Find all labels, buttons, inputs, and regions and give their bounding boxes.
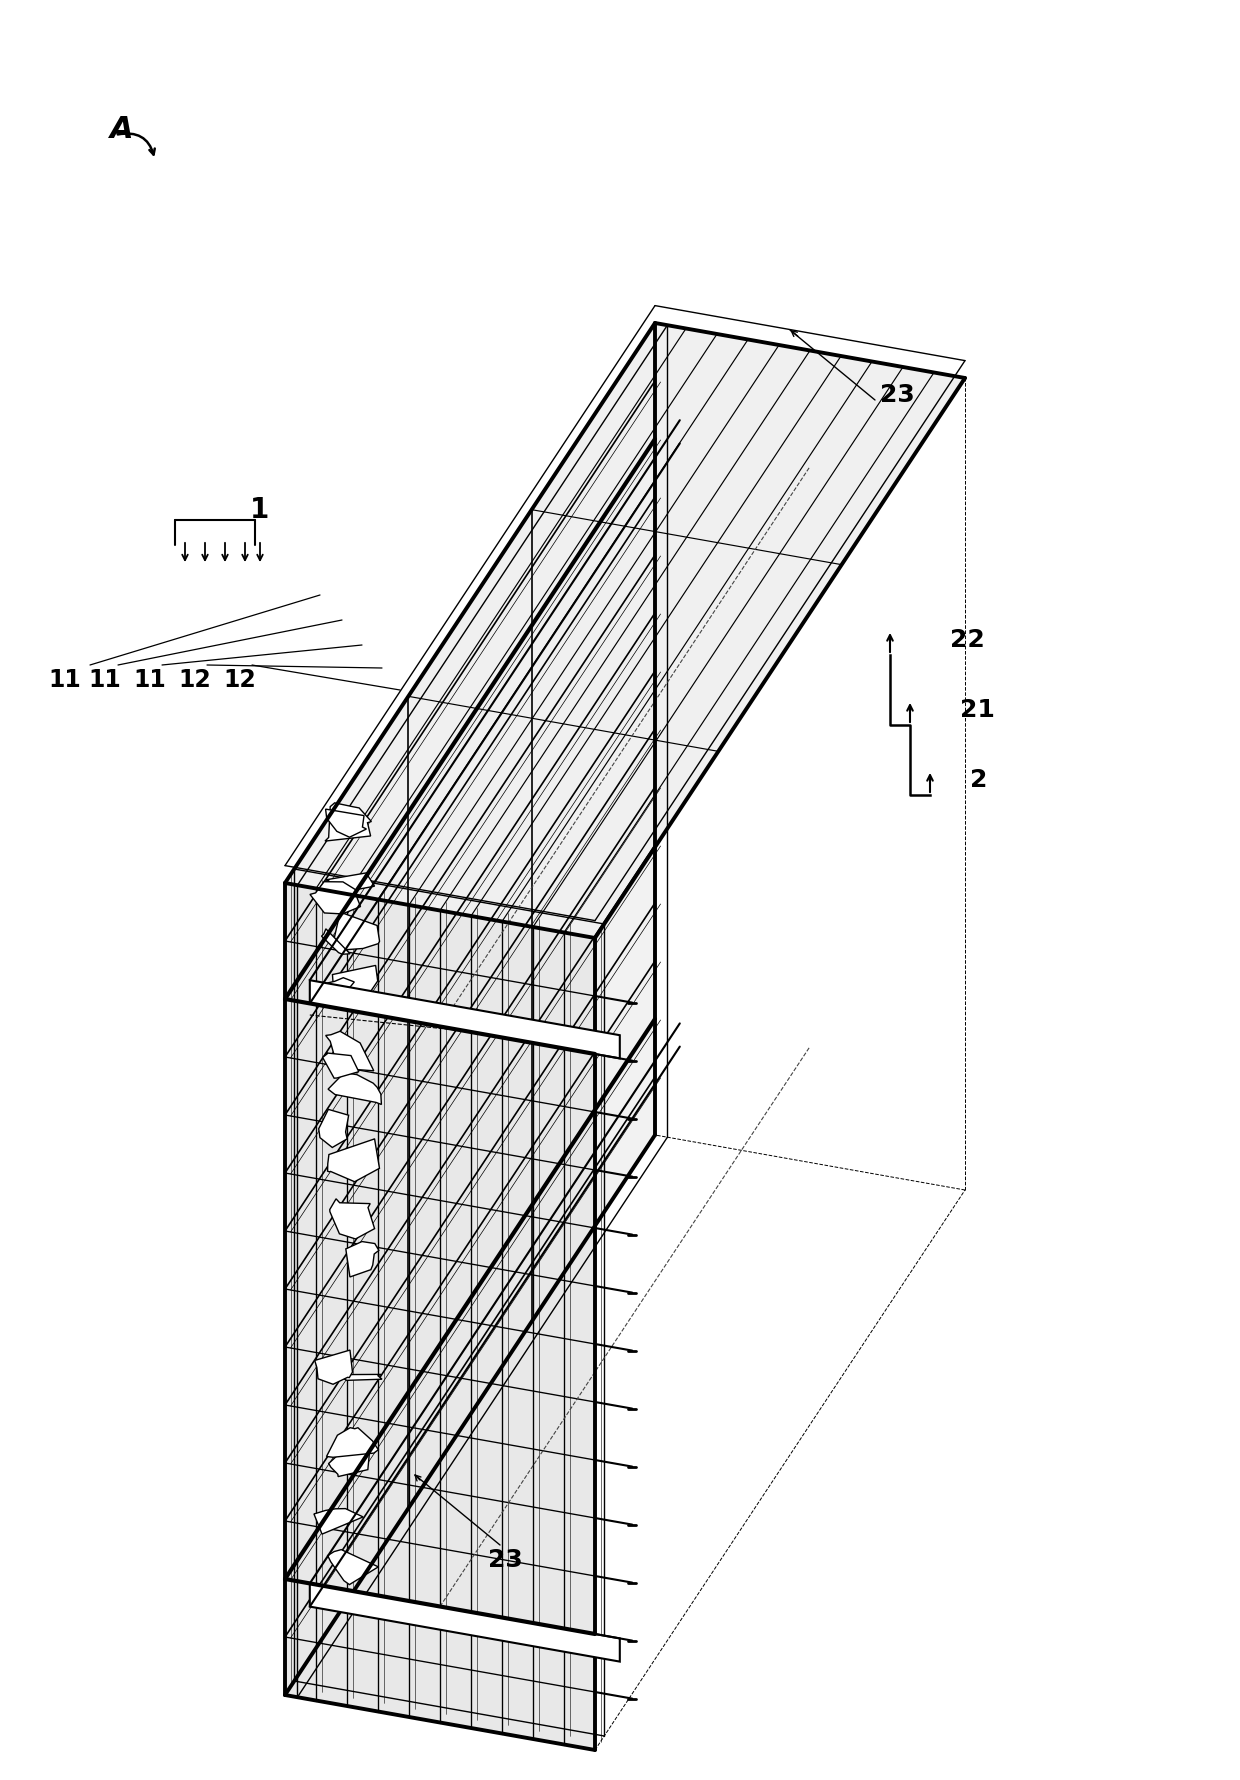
Text: 12: 12: [179, 668, 211, 692]
Text: 23: 23: [880, 383, 915, 408]
Polygon shape: [285, 883, 595, 1750]
Polygon shape: [332, 911, 379, 951]
Polygon shape: [326, 1428, 378, 1458]
Text: 11: 11: [88, 668, 122, 692]
Text: A: A: [110, 116, 134, 144]
Polygon shape: [329, 1073, 382, 1104]
Polygon shape: [325, 977, 355, 1007]
Text: 1: 1: [250, 497, 269, 523]
Polygon shape: [337, 1374, 382, 1380]
Polygon shape: [326, 810, 366, 837]
Text: 22: 22: [950, 628, 985, 651]
Polygon shape: [314, 1509, 363, 1534]
Polygon shape: [322, 1054, 358, 1079]
Polygon shape: [319, 1109, 348, 1148]
Polygon shape: [310, 881, 361, 913]
Polygon shape: [327, 1139, 379, 1182]
Text: 11: 11: [48, 668, 82, 692]
Polygon shape: [329, 1436, 370, 1477]
Polygon shape: [285, 322, 965, 938]
Polygon shape: [321, 929, 350, 954]
Text: 12: 12: [223, 668, 257, 692]
Text: 11: 11: [134, 668, 166, 692]
Polygon shape: [315, 1349, 352, 1385]
Text: 2: 2: [970, 767, 987, 792]
Polygon shape: [332, 965, 378, 1013]
Polygon shape: [330, 1198, 374, 1239]
Text: 21: 21: [960, 698, 994, 723]
Polygon shape: [310, 981, 620, 1059]
Polygon shape: [326, 1031, 373, 1072]
Polygon shape: [327, 1550, 378, 1584]
Polygon shape: [285, 322, 655, 1695]
Polygon shape: [325, 803, 372, 842]
Polygon shape: [346, 1241, 379, 1276]
Polygon shape: [326, 872, 374, 892]
Text: 23: 23: [487, 1549, 522, 1572]
Polygon shape: [310, 1584, 620, 1661]
